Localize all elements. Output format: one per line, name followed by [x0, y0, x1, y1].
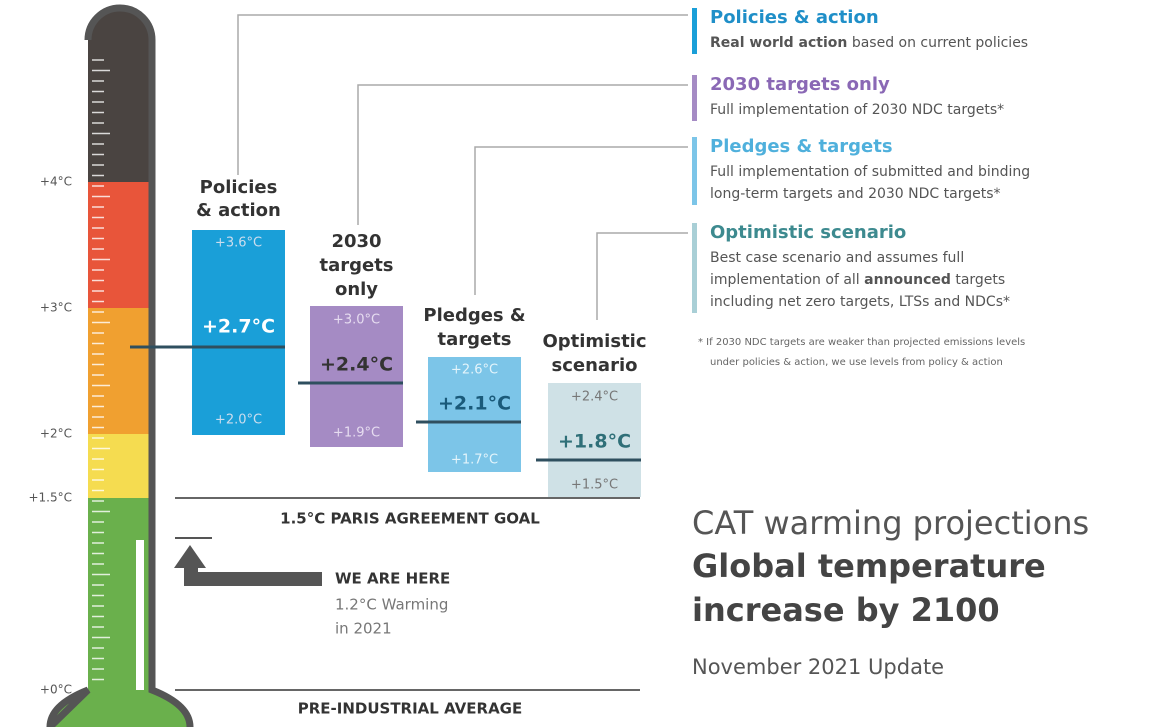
current-level — [136, 540, 144, 690]
paris-label: 1.5°C PARIS AGREEMENT GOAL — [280, 510, 540, 528]
legend-span: Full implementation of submitted and bin… — [710, 164, 1030, 180]
mid-value: +2.1°C — [438, 393, 511, 415]
title: CAT warming projections — [692, 504, 1089, 542]
legend-title: Pledges & targets — [710, 136, 893, 157]
footnote: under policies & action, we use levels f… — [710, 357, 1003, 368]
high-value: +3.6°C — [215, 236, 262, 251]
mid-value: +2.7°C — [202, 316, 275, 338]
legend-text: Real world action based on current polic… — [710, 35, 1028, 51]
we-are-here-text: 1.2°C Warming — [335, 596, 448, 614]
legend-span: long-term targets and 2030 NDC targets* — [710, 186, 1001, 202]
legend-bar — [692, 75, 697, 121]
legend-text: long-term targets and 2030 NDC targets* — [710, 186, 1001, 202]
low-value: +1.9°C — [333, 426, 380, 441]
scenario-label: Pledges & — [423, 305, 525, 326]
infographic: 1.5°C PARIS AGREEMENT GOAL PRE-INDUSTRIA… — [0, 0, 1159, 727]
title: increase by 2100 — [692, 591, 1000, 629]
update: November 2021 Update — [692, 655, 944, 679]
scenario-label: targets — [319, 255, 393, 276]
scenario-label: & action — [196, 200, 281, 221]
scale-label: +2°C — [40, 427, 72, 441]
we-are-here-text: in 2021 — [335, 620, 392, 638]
high-value: +2.4°C — [571, 390, 618, 405]
legend-title: Optimistic scenario — [710, 222, 906, 243]
scenario-label: scenario — [552, 355, 638, 376]
low-value: +1.5°C — [571, 478, 618, 493]
legend-text: Full implementation of submitted and bin… — [710, 164, 1030, 180]
scenario-label: targets — [437, 329, 511, 350]
legend-text: implementation of all announced targets — [710, 272, 1005, 288]
legend-span: Real world action — [710, 35, 847, 51]
connector — [475, 147, 688, 295]
footnote: * If 2030 NDC targets are weaker than pr… — [698, 337, 1025, 348]
legend-text: Best case scenario and assumes full — [710, 250, 964, 266]
arrow — [174, 545, 322, 586]
scenario-label: only — [335, 279, 378, 300]
scale-label: +1.5°C — [28, 491, 72, 505]
low-value: +1.7°C — [451, 453, 498, 468]
mid-value: +1.8°C — [558, 431, 631, 453]
high-value: +3.0°C — [333, 313, 380, 328]
low-value: +2.0°C — [215, 413, 262, 428]
connector — [238, 15, 688, 175]
legend-span: based on current policies — [847, 35, 1028, 51]
connector — [597, 233, 688, 320]
legend-bar — [692, 8, 697, 54]
legend-span: Full implementation of 2030 NDC targets* — [710, 102, 1004, 118]
scenario-label: Policies — [200, 177, 278, 198]
scenario-label: 2030 — [331, 231, 381, 252]
title: Global temperature — [692, 547, 1046, 585]
legend-span: targets — [951, 272, 1005, 288]
scenario-label: Optimistic — [542, 331, 646, 352]
scale-label: +3°C — [40, 301, 72, 315]
legend-span: including net zero targets, LTSs and NDC… — [710, 294, 1010, 310]
legend-text: including net zero targets, LTSs and NDC… — [710, 294, 1010, 310]
legend-text: Full implementation of 2030 NDC targets* — [710, 102, 1004, 118]
legend-title: Policies & action — [710, 7, 879, 28]
high-value: +2.6°C — [451, 363, 498, 378]
pre-industrial-label: PRE-INDUSTRIAL AVERAGE — [298, 700, 523, 718]
legend-bar — [692, 137, 697, 205]
connector — [358, 85, 688, 225]
mid-value: +2.4°C — [320, 354, 393, 376]
legend-bar — [692, 223, 697, 313]
legend-span: Best case scenario and assumes full — [710, 250, 964, 266]
thermometer-fill — [40, 0, 200, 727]
legend-title: 2030 targets only — [710, 74, 890, 95]
legend-span: announced — [864, 272, 951, 288]
legend-span: implementation of all — [710, 272, 864, 288]
scale-label: +0°C — [40, 683, 72, 697]
scale-label: +4°C — [40, 175, 72, 189]
we-are-here: WE ARE HERE — [335, 570, 450, 588]
